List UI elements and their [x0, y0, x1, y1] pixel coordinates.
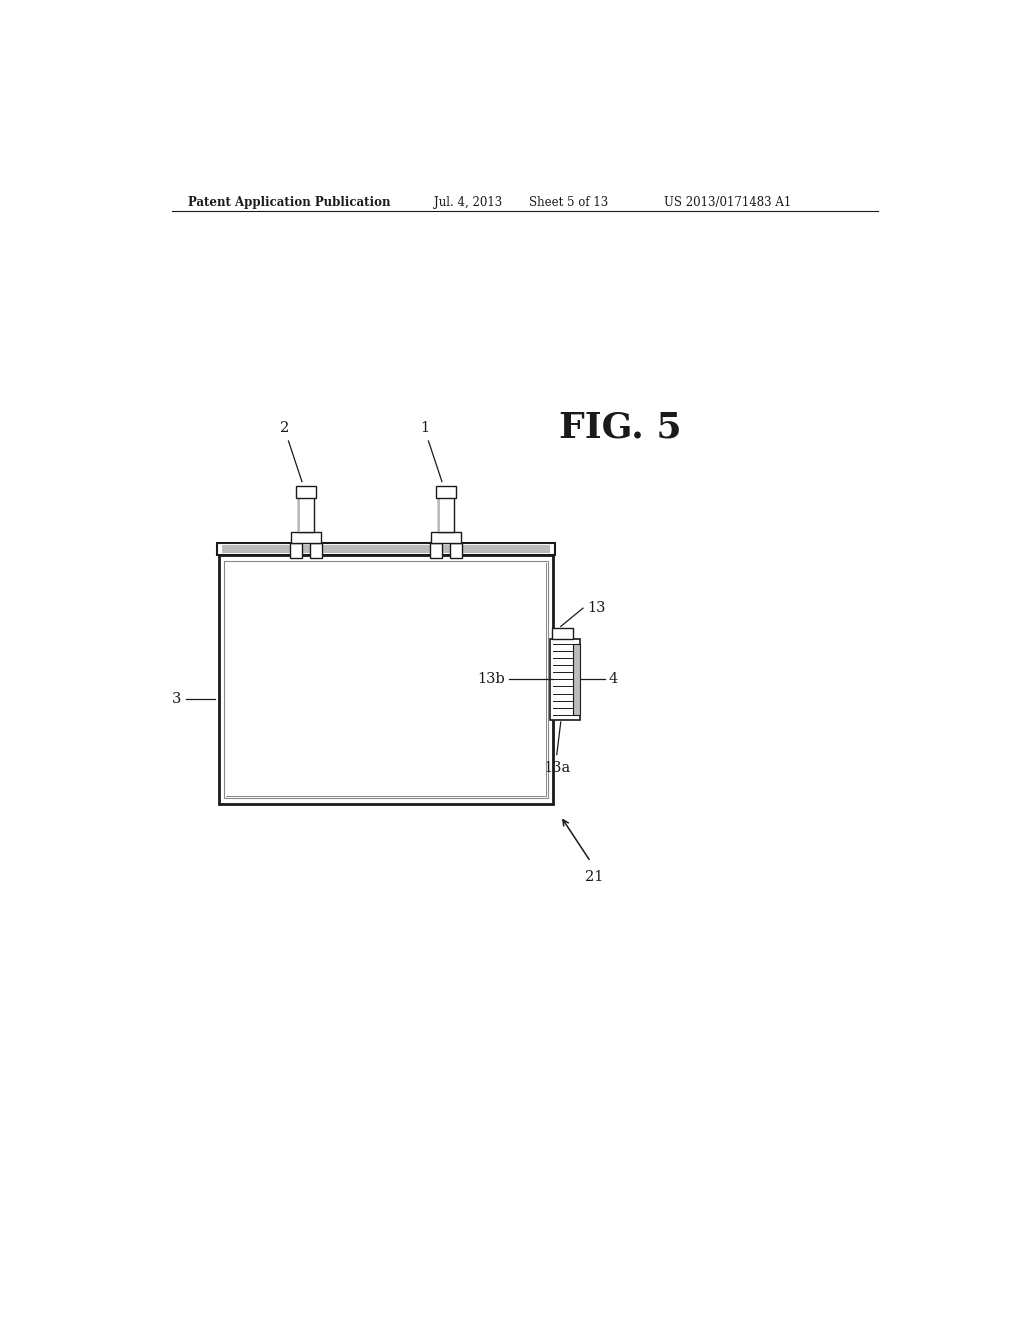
Bar: [309, 543, 323, 558]
Text: FIG. 5: FIG. 5: [559, 411, 681, 445]
Bar: [298, 494, 300, 532]
Bar: [290, 543, 302, 558]
Text: 21: 21: [585, 870, 603, 884]
Bar: [219, 554, 553, 804]
Bar: [221, 545, 550, 553]
Text: Jul. 4, 2013: Jul. 4, 2013: [433, 195, 502, 209]
Bar: [550, 639, 581, 719]
Bar: [298, 494, 314, 532]
Bar: [552, 628, 572, 639]
Text: 13a: 13a: [543, 760, 570, 775]
Bar: [224, 561, 548, 797]
Bar: [430, 543, 442, 558]
Text: Patent Application Publication: Patent Application Publication: [187, 195, 390, 209]
Text: 13b: 13b: [477, 672, 505, 686]
Bar: [431, 532, 461, 543]
Bar: [291, 532, 321, 543]
Text: 4: 4: [609, 672, 618, 686]
Bar: [296, 486, 316, 498]
Text: 2: 2: [280, 421, 289, 434]
Bar: [217, 543, 555, 554]
Text: 1: 1: [420, 421, 429, 434]
Bar: [573, 644, 580, 715]
Text: 13: 13: [587, 601, 605, 615]
Bar: [435, 486, 457, 498]
Bar: [438, 494, 454, 532]
Text: 3: 3: [172, 692, 181, 706]
Text: US 2013/0171483 A1: US 2013/0171483 A1: [664, 195, 791, 209]
Bar: [438, 494, 440, 532]
Text: Sheet 5 of 13: Sheet 5 of 13: [528, 195, 608, 209]
Bar: [450, 543, 462, 558]
